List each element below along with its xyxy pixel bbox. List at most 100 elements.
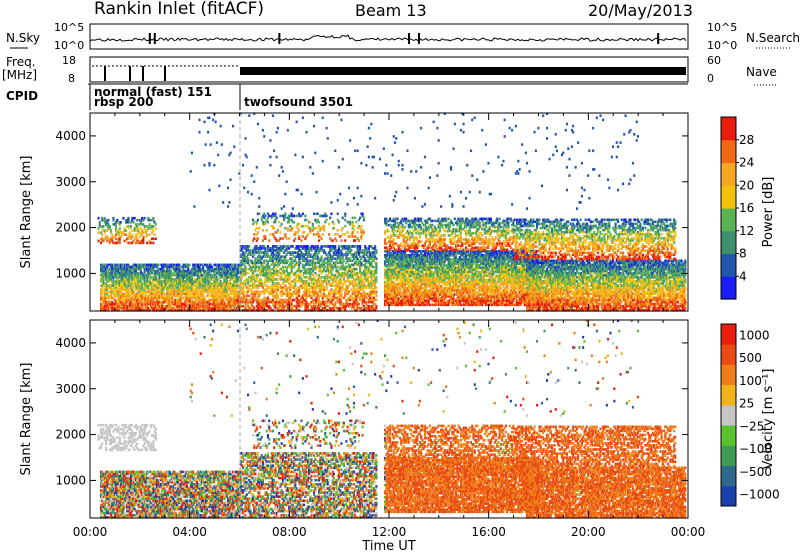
echo-cell [268,276,271,279]
echo-cell [136,237,139,241]
echo-cell [190,306,193,310]
echo-cell [132,239,135,243]
echo-cell [269,259,272,263]
echo-cell [112,292,115,296]
echo-cell [290,294,293,298]
echo-cell [276,261,279,265]
echo-cell [193,263,196,267]
echo-cell [278,300,281,304]
echo-cell [106,221,109,224]
echo-cell [167,302,170,306]
echo-cell [158,300,161,304]
echo-cell [174,294,177,298]
echo-cell [266,253,269,256]
echo-cell [166,286,169,289]
echo-cell [158,273,161,277]
echo-cell [184,304,187,308]
echo-cell [178,292,181,296]
echo-cell [295,261,298,265]
echo-cell [237,298,240,302]
echo-cell [284,288,287,291]
echo-cell [124,271,127,275]
echo-cell [167,309,170,312]
echo-cell [117,267,120,271]
echo-cell [157,286,160,289]
echo-cell [208,271,211,275]
echo-cell [290,267,293,271]
echo-cell [156,263,159,267]
echo-cell [126,286,129,289]
echo-cell [298,309,301,312]
echo-cell [238,300,241,304]
echo-cell [254,296,257,300]
echo-cell [118,263,121,267]
echo-cell [284,276,287,279]
echo-cell [261,273,264,277]
echo-cell [132,294,135,298]
echo-cell [294,255,297,258]
echo-cell [239,284,242,287]
echo-cell [154,284,157,287]
echo-cell [296,286,299,289]
echo-cell [260,284,263,287]
echo-cell [213,286,216,289]
echo-cell [310,278,313,281]
power-data [97,112,687,312]
echo-cell [142,218,145,222]
echo-cell [184,290,187,293]
echo-cell [190,296,193,300]
echo-cell [136,229,139,232]
echo-cell [127,221,130,224]
echo-cell [305,292,308,296]
echo-cell [248,276,251,279]
echo-cell [128,282,131,285]
echo-cell [240,290,243,293]
echo-cell [193,290,196,293]
echo-cell [305,282,308,285]
echo-cell [271,286,274,289]
echo-cell [304,282,307,285]
echo-cell [254,261,257,265]
nsky-tick-bottom: 10^0 [54,39,84,52]
echo-cell [219,304,222,308]
echo-cell [308,271,311,275]
echo-cell [156,282,159,285]
echo-cell [309,278,312,281]
echo-cell [182,276,185,279]
echo-cell [146,269,149,273]
echo-cell [109,288,112,291]
echo-cell [199,269,202,273]
echo-cell [109,273,112,277]
echo-cell [281,304,284,308]
echo-cell [263,251,266,254]
echo-cell [288,290,291,293]
echo-cell [176,265,179,269]
echo-cell [314,304,317,308]
echo-cell [311,306,314,310]
echo-cell [281,261,284,265]
echo-cell [131,302,134,306]
echo-cell [284,249,287,252]
echo-cell [219,298,222,302]
echo-cell [247,247,250,250]
echo-cell [214,288,217,291]
echo-cell [118,273,121,277]
echo-cell [349,302,352,306]
echo-cell [183,282,186,285]
echo-cell [276,300,279,304]
echo-cell [293,259,296,263]
echo-cell [255,309,258,312]
echo-cell [235,278,238,281]
echo-cell [238,263,241,267]
echo-cell [253,237,256,240]
echo-cell [265,284,268,287]
echo-cell [143,267,146,271]
echo-cell [283,269,286,273]
echo-cell [281,306,284,310]
echo-cell [253,298,256,302]
echo-cell [214,292,217,296]
echo-cell [224,294,227,298]
echo-cell [212,292,215,296]
echo-cell [128,221,131,224]
echo-cell [265,280,268,283]
